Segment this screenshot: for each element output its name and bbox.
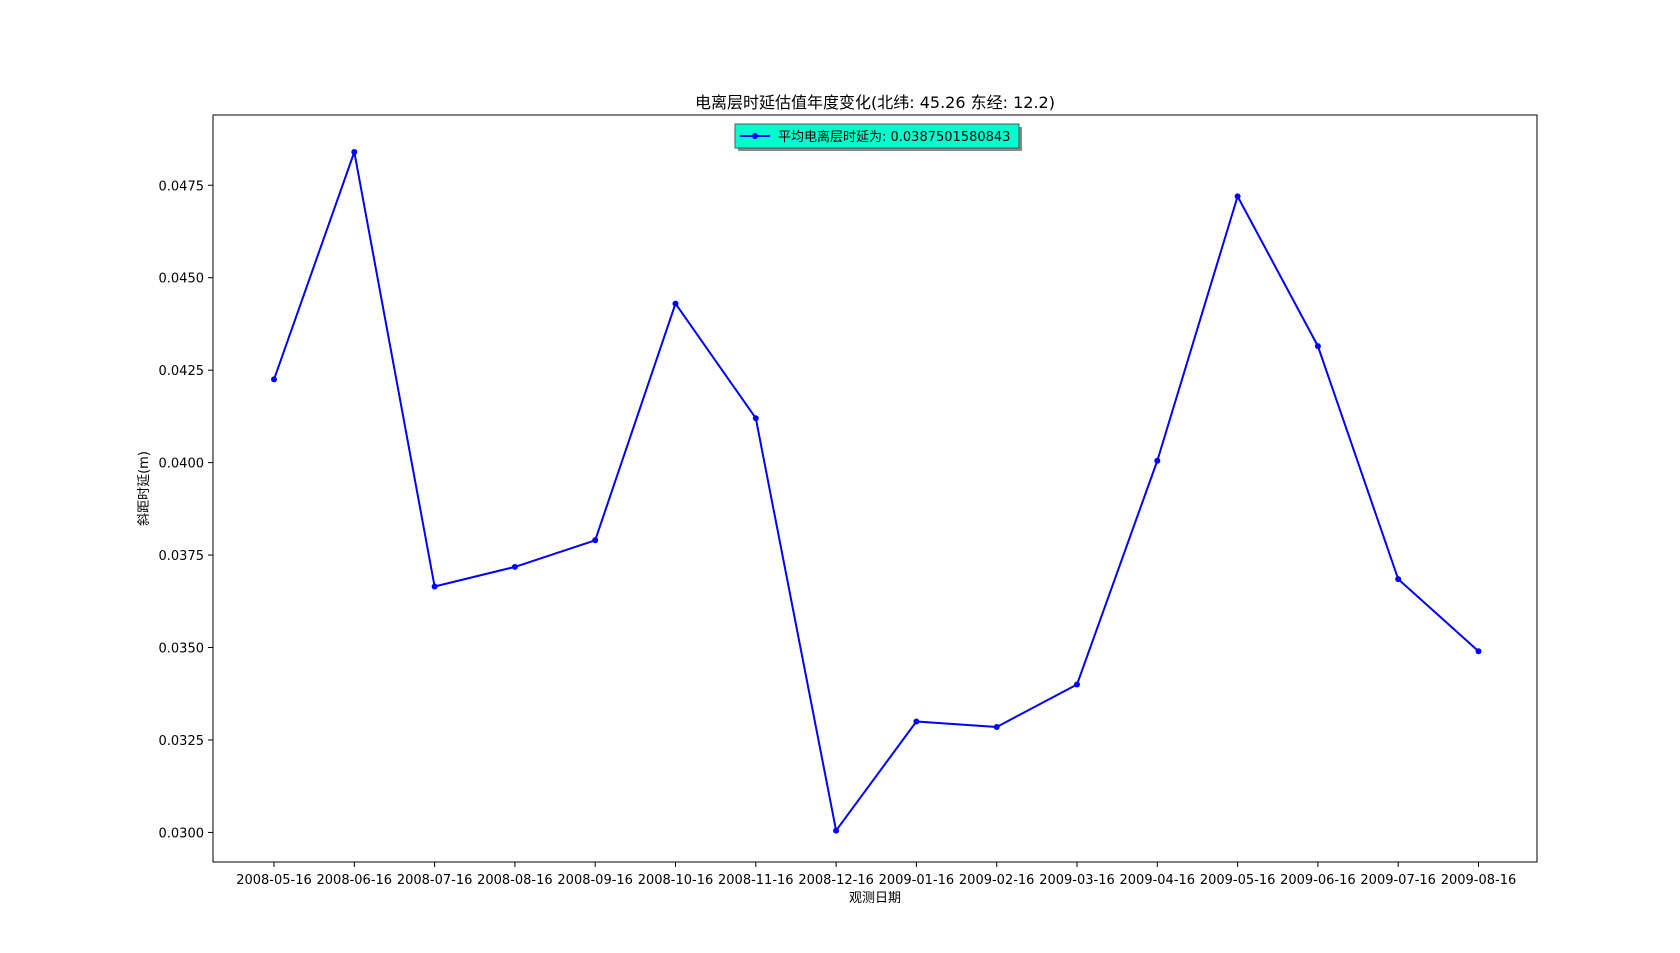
x-axis-label: 观测日期: [849, 891, 901, 906]
series-points: [271, 148, 1482, 834]
y-axis-label: 斜距时延(m): [137, 451, 152, 526]
legend-marker-swatch: [752, 133, 758, 139]
x-tick-label: 2009-07-16: [1360, 873, 1436, 888]
data-point: [833, 827, 840, 834]
y-axis: 0.0300 0.0325 0.0350 0.0375 0.0400 0.0425 0.04…: [159, 179, 213, 841]
y-tick-label: 0.0425: [159, 364, 205, 379]
data-point: [913, 718, 920, 725]
data-point: [592, 537, 599, 544]
data-point: [993, 724, 1000, 731]
data-point: [1395, 576, 1402, 583]
series-line: [273, 150, 1480, 832]
series-lines: [273, 150, 1480, 832]
x-tick-label: 2008-12-16: [798, 873, 874, 888]
x-tick-label: 2009-06-16: [1280, 873, 1356, 888]
y-tick-label: 0.0400: [159, 457, 205, 472]
data-point: [752, 415, 759, 422]
data-point: [1074, 681, 1080, 688]
chart-title: 电离层时延估值年度变化(北纬: 45.26 东经: 12.2): [695, 93, 1055, 112]
x-tick-label: 2009-04-16: [1120, 873, 1196, 888]
legend-entry: 平均电离层时延为: 0.0387501580843: [778, 129, 1010, 145]
x-tick-label: 2008-10-16: [638, 873, 714, 888]
x-tick-label: 2009-01-16: [879, 873, 955, 888]
y-tick-label: 0.0350: [159, 642, 205, 657]
y-tick-label: 0.0475: [159, 179, 205, 194]
x-tick-label: 2009-02-16: [959, 873, 1035, 888]
data-point: [1314, 343, 1321, 350]
x-tick-label: 2008-09-16: [557, 873, 633, 888]
plot-area: [212, 114, 1538, 863]
x-tick-label: 2009-03-16: [1039, 873, 1115, 888]
x-tick-label: 2008-05-16: [236, 873, 312, 888]
data-point: [1475, 648, 1482, 655]
x-axis: 2008-05-16 2008-06-16 2008-07-16 2008-08-16…: [236, 862, 1516, 888]
y-tick-label: 0.0325: [159, 734, 205, 749]
x-tick-label: 2009-08-16: [1441, 873, 1517, 888]
x-tick-label: 2008-07-16: [397, 873, 473, 888]
x-tick-label: 2008-11-16: [718, 873, 794, 888]
data-point: [271, 376, 277, 383]
data-point: [511, 563, 518, 570]
data-point: [672, 300, 679, 307]
y-tick-label: 0.0300: [159, 826, 205, 841]
x-tick-label: 2008-06-16: [317, 873, 393, 888]
data-point: [1154, 457, 1161, 464]
data-point: [351, 148, 358, 155]
x-tick-label: 2008-08-16: [477, 873, 553, 888]
legend-box: [734, 123, 1020, 149]
x-tick-label: 2009-05-16: [1200, 873, 1276, 888]
data-point: [431, 583, 438, 590]
y-tick-label: 0.0375: [159, 549, 205, 564]
legend: 平均电离层时延为: 0.0387501580843: [734, 123, 1022, 151]
y-tick-label: 0.0450: [159, 272, 205, 287]
data-point: [1234, 193, 1241, 200]
